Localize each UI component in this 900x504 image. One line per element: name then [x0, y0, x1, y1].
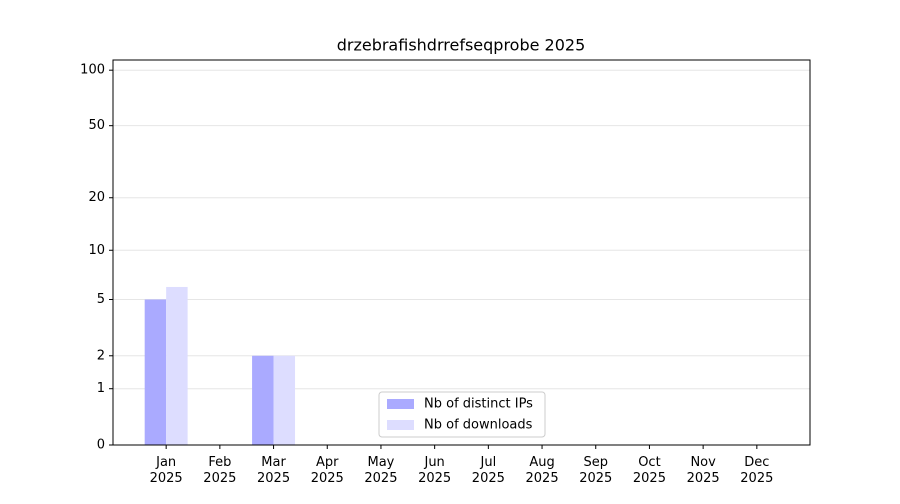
- legend: [378, 391, 546, 438]
- chart-title: drzebrafishdrrefseqprobe 2025: [337, 36, 586, 55]
- y-tick-label: 10: [88, 243, 105, 258]
- legend-swatch: [387, 399, 414, 409]
- y-tick-label: 50: [88, 118, 105, 133]
- x-tick-label: Apr 2025: [311, 455, 344, 486]
- y-tick-label: 1: [97, 381, 105, 396]
- bar: [273, 355, 296, 445]
- legend-label: Nb of distinct IPs: [424, 397, 533, 412]
- x-tick-label: May 2025: [364, 455, 397, 486]
- x-tick-label: Nov 2025: [687, 455, 720, 486]
- y-tick-label: 20: [88, 190, 105, 205]
- y-tick-label: 5: [97, 292, 105, 307]
- y-tick-label: 100: [80, 63, 105, 78]
- x-tick-label: Feb 2025: [203, 455, 236, 486]
- bar: [166, 286, 188, 445]
- x-tick-label: Sep 2025: [579, 455, 612, 486]
- bar: [144, 299, 167, 445]
- y-tick-label: 0: [97, 438, 105, 453]
- legend-label: Nb of downloads: [424, 418, 533, 433]
- x-tick-label: Dec 2025: [740, 455, 773, 486]
- x-tick-label: Oct 2025: [633, 455, 666, 486]
- x-tick-label: Jan 2025: [150, 455, 183, 486]
- y-tick-label: 2: [97, 348, 105, 363]
- x-tick-label: Jul 2025: [472, 455, 505, 486]
- x-tick-label: Aug 2025: [526, 455, 559, 486]
- legend-swatch: [387, 420, 414, 430]
- bar: [252, 355, 274, 445]
- x-tick-label: Mar 2025: [257, 455, 290, 486]
- x-tick-label: Jun 2025: [418, 455, 451, 486]
- plot-frame: [112, 59, 811, 446]
